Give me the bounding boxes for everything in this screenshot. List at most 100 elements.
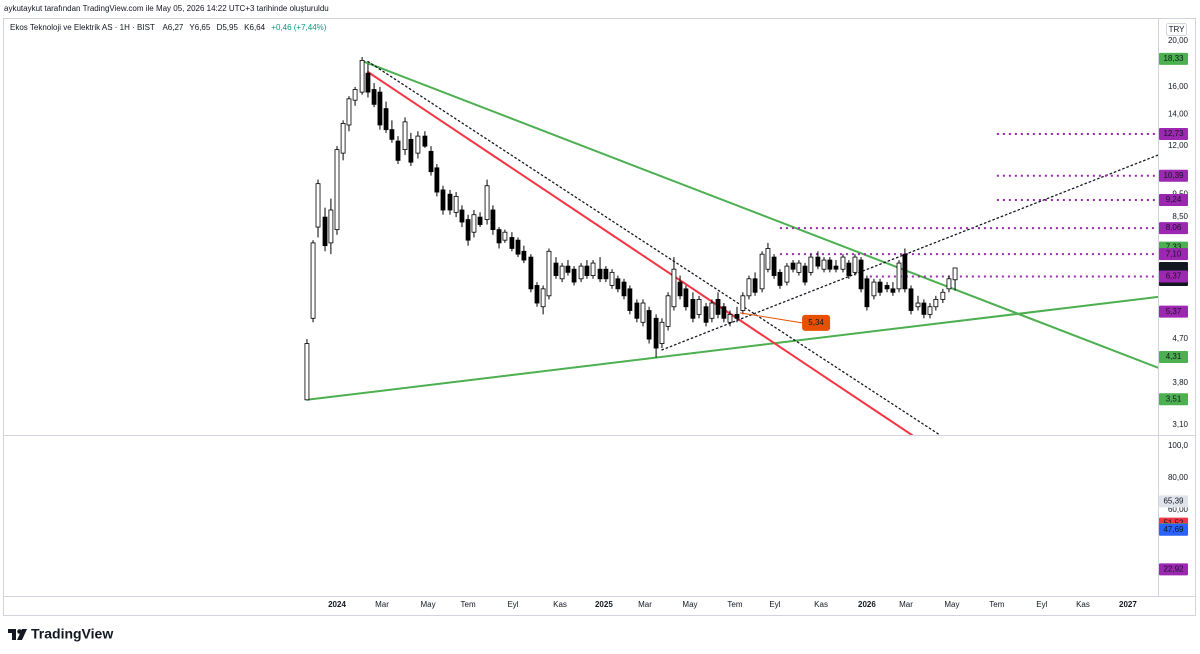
logo: TradingView <box>31 626 113 642</box>
candle-body <box>565 265 571 273</box>
candle-body <box>490 209 496 231</box>
candle-body <box>784 265 790 283</box>
x-tick-label: Mar <box>375 600 389 609</box>
candle-body <box>571 268 577 283</box>
candle-body <box>827 259 833 270</box>
candle-body <box>846 262 852 276</box>
candle-body <box>540 288 546 308</box>
price-tag-label: 7,10 <box>1166 249 1182 258</box>
trendline <box>366 71 913 435</box>
candle-body <box>484 185 490 220</box>
candle-body <box>790 262 796 270</box>
candle-body <box>771 256 777 276</box>
candle-body <box>833 265 839 270</box>
candle-body <box>677 281 683 297</box>
candle-body <box>310 242 316 319</box>
indicator-tag <box>1159 523 1188 536</box>
candle-body <box>346 98 352 126</box>
candle-body <box>627 288 633 311</box>
callout-box <box>802 314 831 331</box>
candle-body <box>921 302 927 315</box>
x-tick-label: Kas <box>553 600 567 609</box>
candle-body <box>615 278 621 290</box>
candle-body <box>902 253 908 290</box>
candle-body <box>440 189 446 211</box>
price-tag-label: 7,33 <box>1166 243 1182 252</box>
indicator-tag-label: 51,52 <box>1163 519 1184 528</box>
x-tick-label: Kas <box>1076 600 1090 609</box>
candle-body <box>715 298 721 315</box>
candle-body <box>521 250 527 261</box>
candle-body <box>858 259 864 290</box>
candle-body <box>453 196 459 213</box>
candle-body <box>634 302 640 319</box>
y-tick-label: 14,00 <box>1168 110 1189 119</box>
candle-body <box>471 214 477 233</box>
candle-body <box>621 281 627 297</box>
candle-body <box>759 253 765 290</box>
candle-body <box>528 256 534 290</box>
candle-body <box>402 121 408 150</box>
candle-body <box>509 237 515 249</box>
candle-body <box>908 288 914 311</box>
price-tag <box>1159 222 1188 235</box>
candle-body <box>422 135 428 147</box>
candle-body <box>415 135 421 154</box>
x-tick-label: 2026 <box>858 600 876 609</box>
candle-body <box>597 268 603 280</box>
candle-body <box>690 298 696 319</box>
candle-body <box>721 306 727 319</box>
candle-body <box>796 262 802 273</box>
high-label: Y6,65 <box>189 23 210 32</box>
candle-body <box>709 302 715 319</box>
logo-icon <box>8 629 27 640</box>
trendline <box>367 60 941 435</box>
candle-body <box>578 265 584 280</box>
price-tag <box>1159 193 1188 206</box>
price-tag <box>1159 169 1188 182</box>
candle-body <box>334 149 340 231</box>
price-tag <box>1159 270 1188 283</box>
x-tick-label: May <box>421 600 436 609</box>
candle-body <box>515 239 521 255</box>
x-tick-label: Kas <box>814 600 828 609</box>
candle-body <box>659 321 665 344</box>
candle-body <box>852 256 858 273</box>
candle-body <box>359 59 365 93</box>
candle-body <box>946 278 952 290</box>
candle-body <box>408 138 414 163</box>
indicator-tick-label: 80,00 <box>1168 473 1189 482</box>
change-label: +0,46 (+7,44%) <box>271 23 326 32</box>
candle-body <box>915 302 921 308</box>
candle-body <box>940 291 946 300</box>
price-tag-label: 18,33 <box>1163 54 1184 63</box>
candle-body <box>665 295 671 327</box>
x-tick-label: 2027 <box>1119 600 1137 609</box>
price-tag-label: 12,73 <box>1163 129 1184 138</box>
y-tick-label: 9,50 <box>1172 189 1188 198</box>
callout-line <box>739 312 803 324</box>
candle-body <box>952 267 958 281</box>
candle-body <box>740 295 746 311</box>
y-tick-label: 20,00 <box>1168 36 1189 45</box>
candle-body <box>534 285 540 304</box>
candle-body <box>322 216 328 247</box>
candle-body <box>395 140 401 161</box>
price-tag-label: 3,51 <box>1166 394 1182 403</box>
indicator-tag-label: 47,69 <box>1163 525 1184 534</box>
currency-box <box>1166 23 1187 36</box>
candle-body <box>877 281 883 293</box>
candle-body <box>477 216 483 225</box>
price-tag-label: 8,06 <box>1166 223 1182 232</box>
candle-body <box>884 285 890 290</box>
candle-body <box>802 265 808 283</box>
candle-body <box>590 262 596 276</box>
candle-body <box>646 310 652 340</box>
symbol: Ekos Teknoloji ve Elektrik AS · 1H · BIS… <box>10 23 155 32</box>
candle-body <box>808 256 814 273</box>
candle-body <box>890 288 896 293</box>
price-tag <box>1159 248 1188 261</box>
x-tick-label: May <box>944 600 959 609</box>
